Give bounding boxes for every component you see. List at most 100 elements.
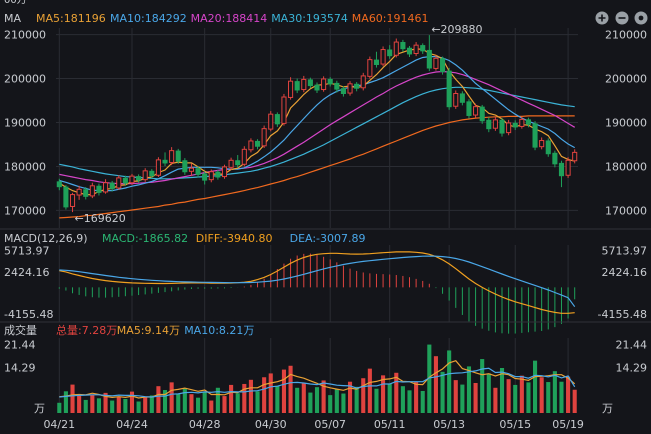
volume-bar: [480, 359, 485, 413]
volume-ytick-left-0: 21.44: [4, 339, 36, 352]
candle-body: [532, 123, 538, 148]
volume-bar: [341, 393, 346, 413]
candle-body: [261, 128, 267, 147]
candle-body: [195, 168, 201, 175]
candle-body: [347, 83, 353, 94]
candle-body: [215, 171, 221, 178]
price-ytick-left-2: 190000: [4, 117, 46, 130]
volume-bar: [466, 366, 472, 413]
volume-bar: [209, 400, 214, 413]
candle-body: [453, 92, 459, 107]
volume-bar: [566, 376, 571, 413]
volume-bar: [196, 397, 201, 413]
volume-bar: [559, 381, 564, 413]
volume-bar: [242, 383, 247, 413]
legend-macd-0: MACD:-1865.82: [102, 232, 188, 245]
volume-bar: [414, 382, 419, 413]
legend-ma5-1: MA5:9.14万: [117, 324, 180, 337]
volume-bar: [321, 380, 326, 413]
diff-line: [59, 251, 575, 314]
volume-bar: [420, 390, 425, 413]
candle-body: [420, 45, 426, 52]
volume-bar: [440, 371, 445, 413]
candle-body: [486, 119, 492, 130]
volume-bar: [407, 390, 412, 413]
candle-body: [307, 79, 313, 87]
volume-bar: [136, 401, 141, 413]
macd-ytick-left-1: 2424.16: [4, 266, 50, 279]
volume-bar: [229, 384, 234, 413]
candle-body: [129, 175, 135, 184]
gear-icon-hole: [638, 15, 644, 21]
x-date-3: 04/30: [255, 418, 287, 431]
candle-body: [334, 82, 340, 90]
candle-body: [254, 140, 261, 147]
candle-body: [116, 177, 122, 189]
volume-bar: [334, 389, 339, 413]
volume-bar: [182, 388, 187, 413]
candle-body: [281, 96, 287, 124]
candle-body: [182, 160, 188, 173]
main-title: MA: [4, 12, 21, 25]
volume-unit-left: 万: [34, 402, 45, 415]
volume-bar: [116, 396, 121, 413]
candle-body: [76, 188, 82, 196]
candle-body: [499, 119, 505, 134]
candle-body: [83, 189, 89, 197]
legend-diff-1: DIFF:-3940.80: [196, 232, 273, 245]
candle-body: [466, 101, 472, 116]
volume-bar: [235, 393, 240, 413]
candle-body: [301, 78, 307, 91]
macd-ytick-right-2: -4155.48: [598, 308, 647, 321]
volume-bar: [176, 393, 181, 413]
candle-body: [169, 150, 175, 164]
volume-bar: [572, 389, 577, 413]
volume-bar: [314, 387, 320, 413]
macd-title: MACD(12,26,9): [4, 232, 88, 245]
dea-line: [59, 255, 576, 308]
x-date-2: 04/28: [189, 418, 221, 431]
volume-bar: [486, 373, 491, 413]
volume-ma10-line: [59, 367, 576, 398]
candle-body: [459, 93, 465, 103]
x-date-7: 05/15: [499, 418, 531, 431]
volume-bar: [513, 384, 518, 413]
candle-body: [109, 182, 115, 189]
volume-bar: [275, 385, 280, 413]
volume-bar: [308, 392, 313, 413]
volume-bar: [433, 356, 438, 413]
x-date-0: 04/21: [43, 418, 75, 431]
candle-body: [552, 152, 558, 165]
candle-body: [202, 173, 208, 181]
volume-bar: [189, 394, 194, 413]
volume-bar: [427, 344, 432, 413]
candle-body: [545, 140, 551, 155]
volume-bar: [222, 396, 227, 413]
volume-bar: [57, 402, 62, 413]
volume-bar: [77, 395, 82, 413]
volume-bar: [110, 400, 115, 413]
candle-body: [565, 159, 571, 176]
volume-bar: [493, 387, 498, 413]
volume-title: 成交量: [4, 323, 37, 337]
volume-bar: [129, 391, 135, 413]
volume-bar: [447, 350, 452, 413]
price-annotation-0: ←209880: [431, 23, 482, 36]
candle-body: [175, 150, 181, 162]
volume-bar: [162, 390, 168, 413]
volume-bar: [328, 395, 333, 413]
volume-bar: [347, 381, 353, 413]
candle-body: [327, 78, 333, 85]
volume-bar: [295, 387, 300, 413]
candle-body: [314, 84, 320, 91]
volume-bar: [394, 372, 399, 413]
volume-bar: [255, 391, 260, 413]
candle-body: [103, 182, 109, 193]
candle-body: [294, 81, 300, 91]
candle-body: [340, 88, 346, 94]
candle-body: [512, 122, 518, 128]
price-annotation-1: ←169620: [75, 212, 126, 225]
volume-bar: [268, 373, 273, 413]
candle-body: [360, 75, 366, 89]
